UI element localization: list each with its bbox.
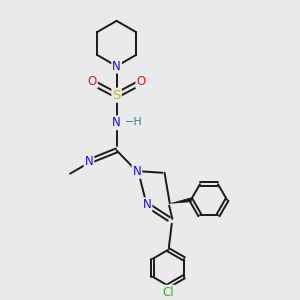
Text: N: N	[112, 116, 121, 129]
Text: O: O	[136, 75, 146, 88]
Polygon shape	[171, 198, 191, 203]
Text: N: N	[85, 155, 93, 168]
Text: Cl: Cl	[163, 286, 174, 299]
Text: −H: −H	[125, 117, 142, 127]
Text: O: O	[88, 75, 97, 88]
Text: N: N	[133, 165, 141, 178]
Text: N: N	[143, 198, 152, 211]
Text: N: N	[112, 60, 121, 73]
Text: S: S	[112, 89, 121, 102]
